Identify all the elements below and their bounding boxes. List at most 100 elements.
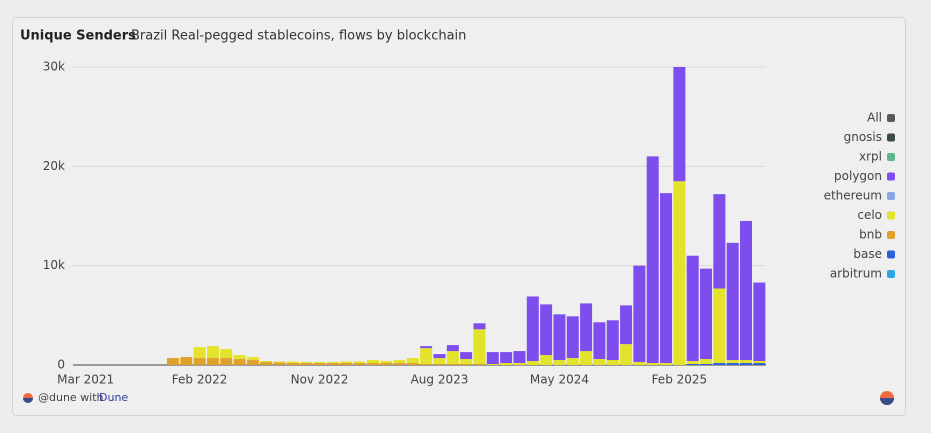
bar-segment	[446, 364, 459, 365]
bar-segment	[166, 358, 179, 365]
bar-segment	[580, 303, 593, 352]
bar-segment	[686, 255, 699, 362]
bar-segment	[606, 320, 619, 361]
bar-segment	[713, 363, 726, 365]
bar-segment	[420, 364, 433, 365]
bar-segment	[660, 363, 673, 365]
dune-logo-shade	[23, 398, 33, 403]
bar-segment	[273, 361, 286, 363]
bar-segment	[460, 352, 473, 360]
bar-segment	[233, 359, 246, 365]
bar-segment	[620, 344, 633, 365]
bar-segment	[326, 363, 339, 365]
bar-segment	[686, 364, 699, 365]
bar-segment	[513, 363, 526, 365]
bar-segment	[273, 362, 286, 365]
bar-segment	[700, 364, 713, 365]
legend-swatch	[887, 211, 895, 220]
bar-segment	[393, 363, 406, 365]
bar-segment	[553, 314, 566, 361]
bar-segment	[753, 282, 766, 362]
legend-label: bnb	[859, 228, 882, 242]
bar-segment	[726, 363, 739, 365]
bar-segment	[593, 322, 606, 360]
legend-swatch	[887, 270, 895, 278]
bar-segment	[486, 352, 499, 365]
bar-segment	[420, 346, 433, 349]
bar-segment	[193, 358, 206, 365]
bar-segment	[353, 361, 366, 364]
x-tick-label: May 2024	[530, 373, 589, 387]
bar-segment	[326, 362, 339, 364]
bar-segment	[473, 329, 486, 365]
bar-segment	[433, 354, 446, 359]
bar-segment	[580, 351, 593, 365]
bar-segment	[700, 268, 713, 360]
bar-segment	[300, 362, 313, 364]
bar-segment	[540, 304, 553, 356]
bar-segment	[313, 362, 326, 364]
bar-segment	[500, 363, 513, 365]
bar-segment	[260, 362, 273, 365]
bar-segment	[740, 360, 753, 364]
bar-segment	[740, 363, 753, 365]
bar-segment	[753, 361, 766, 364]
legend-label: base	[853, 247, 882, 261]
bar-segment	[673, 67, 686, 182]
bar-segment	[353, 363, 366, 365]
legend-label: xrpl	[859, 150, 882, 164]
bar-segment	[473, 323, 486, 330]
y-tick-label: 20k	[43, 159, 65, 173]
legend-swatch	[887, 133, 895, 142]
bar-segment	[606, 360, 619, 365]
bar-segment	[180, 357, 193, 365]
bar-segment	[340, 363, 353, 365]
legend-label: gnosis	[844, 130, 882, 144]
legend-label: arbitrum	[830, 267, 882, 281]
bar-segment	[500, 352, 513, 364]
bar-segment	[513, 351, 526, 364]
bar-segment	[246, 357, 259, 361]
bar-segment	[393, 360, 406, 364]
bar-segment	[433, 358, 446, 365]
bar-segment	[206, 358, 219, 365]
bar-segment	[220, 358, 233, 365]
bar-segment	[233, 355, 246, 360]
x-tick-label: Nov 2022	[291, 373, 349, 387]
bar-segment	[340, 361, 353, 364]
bar-segment	[406, 358, 419, 364]
bar-segment	[700, 359, 713, 365]
bar-segment	[460, 359, 473, 365]
bar-segment	[260, 361, 273, 363]
footer-link[interactable]: Dune	[99, 391, 128, 404]
bar-segment	[713, 194, 726, 289]
bar-segment	[313, 363, 326, 365]
bar-segment	[726, 360, 739, 364]
bar-segment	[526, 296, 539, 362]
bar-segment	[460, 364, 473, 365]
bar-segment	[646, 363, 659, 365]
bar-segment	[633, 265, 646, 363]
bar-segment	[446, 345, 459, 352]
bar-segment	[406, 363, 419, 365]
bar-segment	[420, 348, 433, 365]
logo-shade	[880, 398, 894, 405]
legend-label: ethereum	[824, 189, 882, 203]
bar-segment	[633, 362, 646, 365]
x-tick-label: Feb 2022	[172, 373, 228, 387]
bar-segment	[300, 363, 313, 365]
bar-segment	[740, 220, 753, 361]
bar-segment	[673, 181, 686, 365]
bar-segment	[526, 361, 539, 365]
legend-label: polygon	[834, 169, 882, 183]
bar-segment	[553, 360, 566, 365]
bar-segment	[380, 361, 393, 364]
bar-segment	[286, 361, 299, 364]
legend-label: All	[867, 111, 882, 125]
bar-segment	[566, 358, 579, 365]
y-tick-label: 10k	[43, 258, 65, 272]
bar-segment	[366, 363, 379, 365]
bar-segment	[660, 193, 673, 364]
